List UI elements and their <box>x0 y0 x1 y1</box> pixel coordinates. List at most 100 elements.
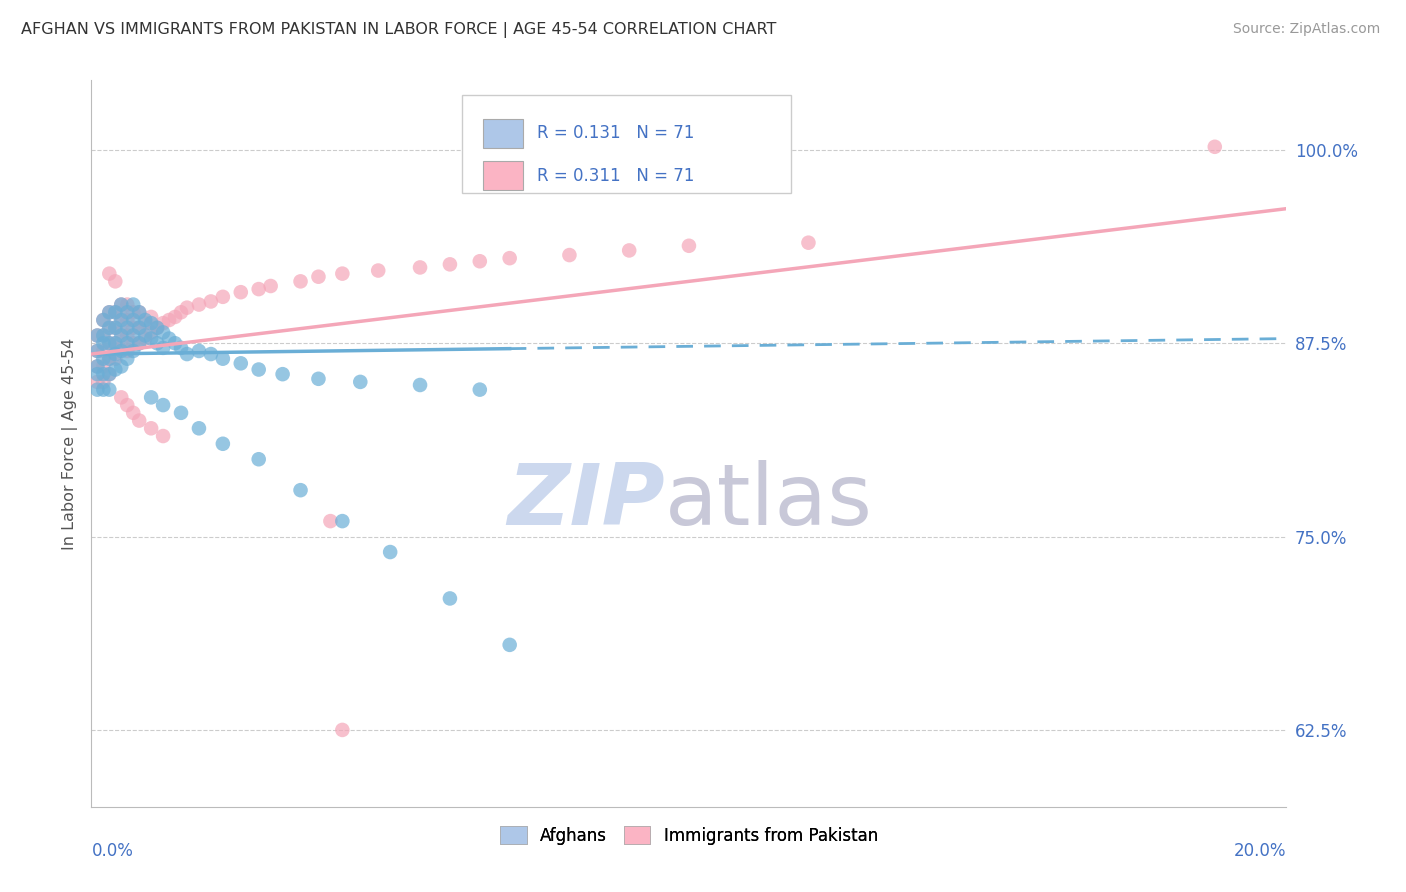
Point <box>110 343 132 358</box>
Text: R = 0.131   N = 71: R = 0.131 N = 71 <box>537 124 695 143</box>
Point <box>98 305 121 319</box>
Point <box>157 313 180 327</box>
Point <box>104 320 127 334</box>
Point <box>319 514 342 528</box>
Point <box>110 297 132 311</box>
Point <box>98 320 121 334</box>
Point <box>110 313 132 327</box>
Point <box>128 336 150 351</box>
Point <box>176 347 198 361</box>
Point <box>152 316 174 330</box>
Point <box>110 328 132 343</box>
Point <box>104 305 127 319</box>
Point <box>98 351 121 366</box>
Point <box>128 305 150 319</box>
Point <box>163 310 186 324</box>
Point <box>115 297 138 311</box>
Point <box>229 356 252 370</box>
Point <box>104 305 127 319</box>
Point <box>188 343 211 358</box>
Point <box>86 343 108 358</box>
Point <box>200 294 222 309</box>
Point <box>141 326 163 340</box>
Point <box>152 429 174 443</box>
Point <box>93 336 115 351</box>
Point <box>188 297 211 311</box>
Point <box>141 332 163 346</box>
Point <box>678 239 700 253</box>
Text: R = 0.311   N = 71: R = 0.311 N = 71 <box>537 167 695 185</box>
Point <box>146 320 169 334</box>
Point <box>104 362 127 376</box>
Point <box>122 313 145 327</box>
Point <box>141 316 163 330</box>
Point <box>104 351 127 366</box>
Point <box>110 326 132 340</box>
Point <box>170 341 193 355</box>
Point <box>93 328 115 343</box>
Point <box>122 336 145 351</box>
Point <box>128 413 150 427</box>
Point <box>141 421 163 435</box>
Point <box>146 336 169 351</box>
Point <box>188 421 211 435</box>
Point <box>93 367 115 381</box>
Point <box>157 332 180 346</box>
Point <box>332 514 354 528</box>
Point <box>349 375 371 389</box>
Point <box>170 305 193 319</box>
Point <box>93 313 115 327</box>
Point <box>332 267 354 281</box>
Point <box>290 483 312 498</box>
Point <box>93 313 115 327</box>
Point <box>93 343 115 358</box>
Point <box>141 390 163 404</box>
Point <box>307 372 329 386</box>
Point <box>134 328 156 343</box>
Point <box>110 297 132 311</box>
Point <box>110 390 132 404</box>
Point <box>86 367 108 381</box>
Point <box>122 406 145 420</box>
Text: 0.0%: 0.0% <box>91 842 134 860</box>
Point <box>247 452 270 467</box>
Point <box>1204 140 1226 154</box>
Point <box>104 320 127 334</box>
Point <box>146 320 169 334</box>
Text: Source: ZipAtlas.com: Source: ZipAtlas.com <box>1233 22 1381 37</box>
Point <box>211 436 233 450</box>
Point <box>104 336 127 351</box>
Point <box>499 638 522 652</box>
Text: atlas: atlas <box>665 460 873 543</box>
Point <box>247 282 270 296</box>
Point <box>110 310 132 324</box>
Point <box>115 305 138 319</box>
Point <box>468 254 491 268</box>
Point <box>98 351 121 366</box>
Point <box>115 328 138 343</box>
Point <box>115 320 138 334</box>
Point <box>134 316 156 330</box>
Text: 20.0%: 20.0% <box>1234 842 1286 860</box>
Point <box>110 359 132 374</box>
Point <box>98 367 121 381</box>
Point <box>93 383 115 397</box>
Point <box>86 359 108 374</box>
Point <box>86 383 108 397</box>
Point <box>247 362 270 376</box>
Point <box>115 343 138 358</box>
Point <box>200 347 222 361</box>
Point <box>152 398 174 412</box>
Point <box>98 383 121 397</box>
Point <box>619 244 641 258</box>
Point <box>134 313 156 327</box>
Point <box>110 341 132 355</box>
Point <box>499 251 522 265</box>
FancyBboxPatch shape <box>484 119 523 148</box>
Point <box>259 279 281 293</box>
Point <box>468 383 491 397</box>
Point <box>115 398 138 412</box>
Point <box>307 269 329 284</box>
Point <box>128 336 150 351</box>
Point <box>439 257 461 271</box>
